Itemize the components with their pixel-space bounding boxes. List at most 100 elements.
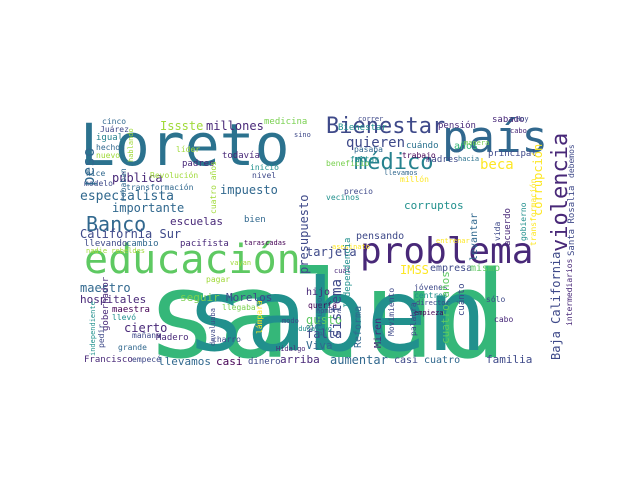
word: sino (294, 131, 311, 139)
word: Juárez (100, 125, 129, 134)
word: llevamos (384, 169, 418, 177)
word: líder (176, 145, 201, 154)
word: jóvenes (414, 283, 448, 292)
word: Francisco (84, 355, 133, 365)
word: entrenar (436, 237, 470, 245)
word: transformación (126, 183, 194, 192)
word: Baja California (549, 251, 563, 360)
word: independiente (89, 301, 97, 356)
word: Bienestar (326, 116, 446, 139)
word: Movimiento (387, 287, 396, 336)
word: familia (486, 353, 533, 365)
word: casi (394, 355, 419, 366)
word: saben (186, 257, 488, 366)
word: falta (306, 327, 343, 341)
word: mismo (470, 263, 501, 274)
word: cuatro (424, 355, 461, 366)
word: cierto (124, 321, 168, 335)
word: manera (464, 139, 490, 147)
word: arriba (280, 353, 320, 365)
word: cuánto (457, 283, 467, 316)
word: pública (112, 171, 163, 185)
word: sólo (486, 295, 506, 304)
word: gusto (306, 313, 343, 327)
word: sistema (329, 278, 345, 338)
word: cabo (510, 127, 527, 135)
word: Reforma (353, 305, 364, 348)
word: cinco (102, 117, 127, 126)
word: corruptos (404, 199, 464, 212)
word: cuándo (406, 141, 439, 151)
word: beca (480, 157, 514, 173)
word: educación (84, 237, 301, 283)
word: Hidalgo (276, 345, 306, 353)
word: aumentar (330, 353, 388, 365)
word: Revolución (150, 171, 199, 180)
word: ojo (306, 323, 319, 331)
word: educativo (294, 325, 332, 333)
word: cuatro años (439, 271, 452, 344)
word: madres (426, 155, 459, 165)
word: millón (400, 175, 429, 184)
word: maestro (80, 281, 131, 295)
word-cloud: salud saben Loreto educación problema pa… (80, 116, 578, 365)
word: Hoy (516, 116, 529, 123)
word: problema (360, 231, 534, 272)
word: llevamos (158, 355, 211, 365)
word: hablando (127, 128, 135, 162)
word: tarjeta (306, 245, 357, 259)
word: seguir (180, 291, 220, 304)
word: gobierno (519, 202, 528, 241)
word: hacia (458, 155, 480, 163)
word: bien (244, 215, 266, 225)
word: director (416, 299, 450, 307)
word: pagar (206, 275, 231, 284)
word: debemos (567, 144, 576, 178)
word: años (454, 141, 479, 152)
word: salud (146, 247, 508, 366)
word: cambio (126, 239, 159, 249)
word: Independencia (343, 237, 353, 308)
word: hospitales (80, 293, 147, 306)
word: empecé (132, 355, 161, 364)
word: quería (308, 301, 337, 310)
word: pensando (356, 231, 405, 242)
word: Morelos (226, 291, 273, 304)
word: cabo (494, 315, 514, 324)
word: pensión (438, 121, 476, 131)
word: vayan (230, 259, 252, 267)
word: hijo (306, 287, 331, 298)
word: vida (493, 221, 502, 241)
word: medicina (264, 117, 308, 127)
word: palabra (409, 302, 418, 336)
word: hombre (316, 307, 342, 315)
word: grande (118, 343, 147, 352)
word: precio (344, 187, 373, 196)
word: igual (96, 133, 124, 143)
word: centros (414, 291, 448, 300)
word: mañana (132, 331, 161, 340)
word: devaluaba (209, 308, 217, 346)
word: cuál (334, 267, 351, 275)
word: beneficio (326, 159, 370, 168)
word: Santa Rosalía (567, 185, 577, 256)
word: acuerdo (503, 208, 513, 246)
word: pasaba (354, 145, 383, 154)
word: escuelas (170, 215, 223, 228)
word: nivel (252, 171, 277, 180)
word: millones (206, 119, 264, 133)
word: correr (358, 116, 384, 123)
word: robaban (119, 168, 128, 202)
word: médico (354, 150, 434, 175)
word: pedir (97, 323, 106, 348)
word: California Sur (80, 227, 182, 241)
word: gobernador (101, 276, 111, 331)
word: pacifista (180, 239, 229, 249)
word: Viva (306, 339, 333, 352)
word: intermediarios (565, 258, 574, 326)
word: nuevo (96, 151, 121, 160)
word: trabajo (402, 151, 436, 160)
word: asesinato (332, 243, 370, 251)
word: profundo (315, 297, 324, 336)
